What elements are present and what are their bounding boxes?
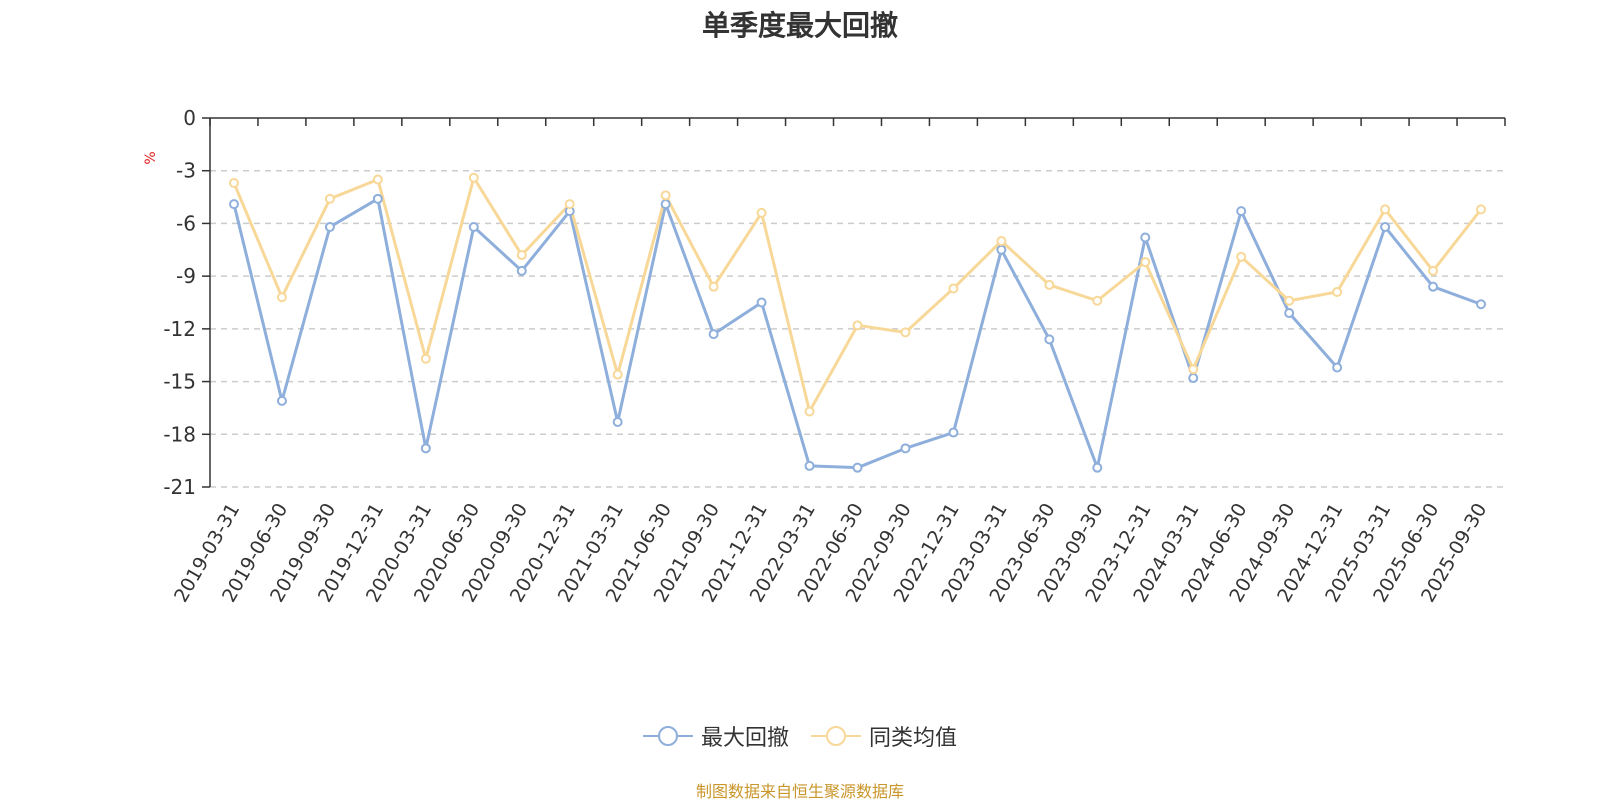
data-point-series-1 <box>1092 295 1103 306</box>
y-tick-label: 0 <box>183 106 196 130</box>
data-point-series-0 <box>1188 373 1199 384</box>
series-lines <box>228 172 1487 473</box>
y-tick-label: -21 <box>163 475 196 499</box>
y-tick-label: -12 <box>163 317 196 341</box>
data-point-series-1 <box>372 174 383 185</box>
data-point-series-1 <box>516 250 527 261</box>
legend-label-series-0: 最大回撤 <box>700 726 789 751</box>
axes <box>202 117 1506 488</box>
data-point-series-1 <box>468 172 479 183</box>
data-point-series-0 <box>1044 334 1055 345</box>
data-point-series-1 <box>948 283 959 294</box>
data-point-series-1 <box>1332 286 1343 297</box>
data-point-series-1 <box>852 320 863 331</box>
data-point-series-1 <box>804 406 815 417</box>
data-point-series-1 <box>1044 279 1055 290</box>
data-point-series-1 <box>1428 265 1439 276</box>
legend-item-series-0[interactable]: 最大回撤 <box>642 720 789 752</box>
legend-label-series-1: 同类均值 <box>869 726 958 751</box>
y-tick-label: -18 <box>163 422 196 446</box>
series-line-0 <box>232 197 1482 470</box>
data-point-series-0 <box>708 329 719 340</box>
data-point-series-1 <box>1140 257 1151 268</box>
data-point-series-0 <box>228 199 239 210</box>
data-point-series-0 <box>756 297 767 308</box>
data-point-series-1 <box>708 281 719 292</box>
data-point-series-1 <box>1380 204 1391 215</box>
data-point-series-1 <box>228 178 239 189</box>
data-point-series-0 <box>468 221 479 232</box>
data-point-series-0 <box>1380 221 1391 232</box>
data-point-series-0 <box>1092 462 1103 473</box>
data-point-series-1 <box>660 190 671 201</box>
data-point-series-0 <box>996 244 1007 255</box>
data-point-series-1 <box>1188 364 1199 375</box>
legend-line-circle-icon <box>642 726 693 746</box>
data-point-series-0 <box>852 462 863 473</box>
data-point-series-1 <box>612 369 623 380</box>
data-point-series-0 <box>276 395 287 406</box>
data-point-series-0 <box>516 265 527 276</box>
data-point-series-1 <box>1284 295 1295 306</box>
data-point-series-0 <box>660 199 671 210</box>
data-point-series-1 <box>324 193 335 204</box>
data-point-series-0 <box>612 416 623 427</box>
y-tick-label: -15 <box>163 370 196 394</box>
data-point-series-0 <box>1236 206 1247 217</box>
legend: 最大回撤 同类均值 <box>0 720 1600 752</box>
y-tick-label: -9 <box>176 264 196 288</box>
data-point-series-0 <box>372 193 383 204</box>
series-line-1 <box>232 176 1483 413</box>
data-point-series-0 <box>1284 308 1295 319</box>
data-point-series-0 <box>948 427 959 438</box>
data-point-series-1 <box>276 292 287 303</box>
data-point-series-0 <box>900 443 911 454</box>
data-point-series-0 <box>1476 299 1487 310</box>
data-point-series-1 <box>756 207 767 218</box>
data-point-series-0 <box>324 221 335 232</box>
data-point-series-1 <box>900 327 911 338</box>
data-point-series-1 <box>996 236 1007 246</box>
y-tick-label: -6 <box>176 211 196 235</box>
data-point-series-0 <box>804 460 815 471</box>
axis-labels: 0-3-6-9-12-15-18-21%2019-03-312019-06-30… <box>143 106 1491 606</box>
data-point-series-1 <box>1476 204 1487 215</box>
y-axis-unit-label: % <box>143 151 159 164</box>
data-point-series-1 <box>420 353 431 364</box>
grid-lines <box>210 169 1505 488</box>
data-point-series-1 <box>1236 251 1247 262</box>
data-point-series-0 <box>1428 281 1439 292</box>
chart-title: 单季度最大回撤 <box>701 9 898 42</box>
data-point-series-0 <box>1332 362 1343 373</box>
data-point-series-1 <box>564 199 575 210</box>
legend-line-circle-icon <box>811 726 861 746</box>
legend-item-series-1[interactable]: 同类均值 <box>811 720 957 752</box>
data-point-series-0 <box>1140 232 1151 243</box>
data-source-note: 制图数据来自恒生聚源数据库 <box>695 782 904 801</box>
data-point-series-0 <box>420 443 431 454</box>
y-tick-label: -3 <box>176 159 196 183</box>
